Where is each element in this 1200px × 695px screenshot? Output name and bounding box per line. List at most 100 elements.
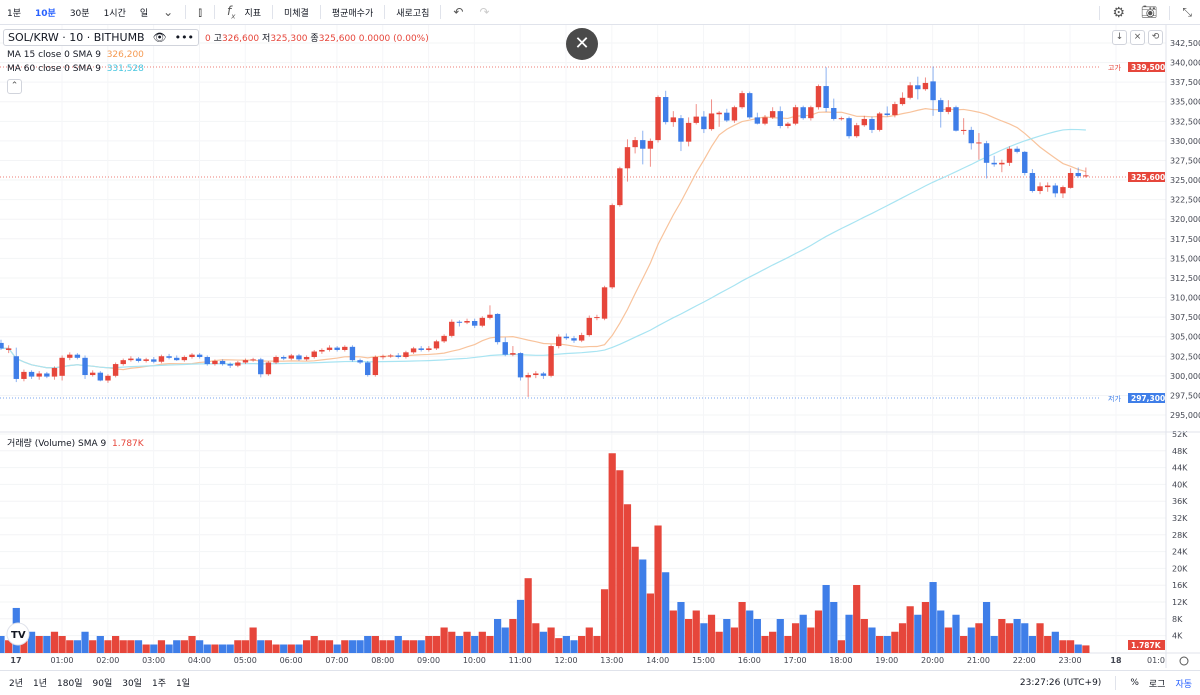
volume-bar xyxy=(860,619,868,653)
indicators-button[interactable]: 지표 xyxy=(244,8,261,19)
undo-icon[interactable]: ↶ xyxy=(453,5,464,19)
ma60-label: MA 60 close 0 SMA 9 xyxy=(7,64,101,74)
range-30d[interactable]: 30일 xyxy=(122,679,142,689)
range-1w[interactable]: 1주 xyxy=(151,679,166,689)
auto-scale-toggle[interactable]: 자동 xyxy=(1175,679,1192,690)
candle-body xyxy=(846,118,852,137)
clock: 23:27:26 (UTC+9) xyxy=(1019,678,1102,688)
more-icon[interactable]: ••• xyxy=(174,31,195,44)
candle-body xyxy=(471,320,478,326)
volume-bar xyxy=(631,546,639,653)
volume-bar xyxy=(43,636,51,653)
price-tick-label: 320,000 xyxy=(1170,215,1200,224)
ma60-legend[interactable]: MA 60 close 0 SMA 9 331,528 xyxy=(7,64,144,74)
candle-body xyxy=(105,375,111,381)
candle-body xyxy=(792,107,799,124)
camera-icon[interactable]: 📷︎ xyxy=(1140,5,1158,20)
volume-bar xyxy=(409,640,418,653)
current-price-tag: 325,600 xyxy=(1131,173,1165,182)
ohlc-legend: 0 고326,600 저325,300 종325,600 0.0000 (0.0… xyxy=(205,31,429,44)
volume-bar xyxy=(463,631,471,653)
candle-body xyxy=(556,336,562,347)
candle-body xyxy=(762,117,768,124)
gear-icon[interactable]: ⚙ xyxy=(1112,4,1125,21)
volume-bar xyxy=(157,640,166,653)
candle-body xyxy=(777,111,783,127)
time-tick-label: 22:00 xyxy=(1013,656,1036,665)
volume-bar xyxy=(891,631,899,653)
range-180d[interactable]: 180일 xyxy=(57,679,83,689)
candle-body xyxy=(235,362,241,366)
volume-bar xyxy=(112,636,120,653)
interval-10m[interactable]: 10분 xyxy=(35,8,56,19)
price-tick-label: 327,500 xyxy=(1170,156,1200,165)
volume-bar xyxy=(226,644,234,653)
volume-bar xyxy=(929,582,937,653)
volume-tick-label: 8K xyxy=(1172,615,1183,624)
range-2y[interactable]: 2년 xyxy=(9,679,24,689)
range-90d[interactable]: 90일 xyxy=(92,679,113,689)
candle-body xyxy=(97,372,104,381)
ma15-line xyxy=(1,108,1087,371)
interval-1m[interactable]: 1분 xyxy=(7,8,22,19)
current-volume-tag-bg xyxy=(1128,640,1165,650)
collapse-legend-button[interactable]: ⌃ xyxy=(7,79,22,94)
volume-bar xyxy=(234,640,242,653)
time-tick-label: 05:00 xyxy=(234,656,257,665)
volume-bar xyxy=(50,631,59,653)
candle-body xyxy=(44,373,50,377)
scroll-to-latest-button[interactable]: ↓ xyxy=(1112,30,1127,45)
candle-body xyxy=(548,346,554,376)
candle-body xyxy=(143,359,149,361)
volume-bar xyxy=(295,644,303,653)
low-price-tag-bg xyxy=(1128,393,1165,403)
candle-body xyxy=(930,81,936,101)
volume-bar xyxy=(35,636,43,653)
candle-body xyxy=(899,97,906,105)
price-tick-label: 335,000 xyxy=(1170,98,1200,107)
candle-body xyxy=(380,356,386,358)
volume-bar xyxy=(952,614,960,653)
percent-scale-toggle[interactable]: % xyxy=(1130,678,1139,688)
candle-body xyxy=(36,373,42,377)
ma15-legend[interactable]: MA 15 close 0 SMA 9 326,200 xyxy=(7,50,144,60)
price-tick-label: 330,000 xyxy=(1170,137,1200,146)
price-tick-label: 340,000 xyxy=(1170,59,1200,68)
chevron-down-icon[interactable]: ⌄ xyxy=(163,5,174,19)
volume-bar xyxy=(1082,645,1090,653)
volume-legend[interactable]: 거래량 (Volume) SMA 9 1.787K xyxy=(7,436,144,449)
candle-body xyxy=(1067,172,1074,188)
volume-bar xyxy=(448,631,456,653)
log-scale-toggle[interactable]: 로그 xyxy=(1148,679,1166,690)
eye-icon[interactable]: 👁︎ xyxy=(152,31,167,44)
interval-30m[interactable]: 30분 xyxy=(69,8,90,19)
refresh-button[interactable]: 새로고침 xyxy=(396,8,430,19)
range-1d[interactable]: 1일 xyxy=(175,679,190,689)
volume-bar xyxy=(608,453,616,653)
interval-1h[interactable]: 1시간 xyxy=(103,8,126,19)
avg-buy-price-button[interactable]: 평균매수가 xyxy=(331,8,374,19)
reset-chart-button[interactable]: ⟲ xyxy=(1148,30,1163,45)
candle-body xyxy=(670,117,677,123)
interval-day[interactable]: 일 xyxy=(139,8,149,19)
candle-body xyxy=(1060,187,1066,194)
unfilled-orders-button[interactable]: 미체결 xyxy=(284,8,309,19)
candlestick-type-icon[interactable]: ⫾ xyxy=(198,4,203,19)
close-button[interactable]: ✕ xyxy=(566,28,598,60)
collapse-icon[interactable]: ⤡ xyxy=(1182,5,1192,19)
price-tick-label: 325,000 xyxy=(1170,176,1200,185)
symbol-legend[interactable]: SOL/KRW · 10 · BITHUMB 👁︎ ••• xyxy=(3,29,200,46)
fx-icon[interactable]: fx xyxy=(227,3,236,21)
volume-bar xyxy=(906,606,914,653)
volume-bar xyxy=(753,619,761,653)
candle-body xyxy=(831,107,837,119)
range-1y[interactable]: 1년 xyxy=(33,679,48,689)
volume-bar xyxy=(539,631,548,653)
redo-icon[interactable]: ↷ xyxy=(479,5,490,19)
fit-vertical-button[interactable]: ⨯ xyxy=(1130,30,1145,45)
candle-body xyxy=(410,348,417,353)
volume-bar xyxy=(211,644,219,653)
candle-body xyxy=(219,360,226,365)
time-tick-label: 11:00 xyxy=(509,656,532,665)
